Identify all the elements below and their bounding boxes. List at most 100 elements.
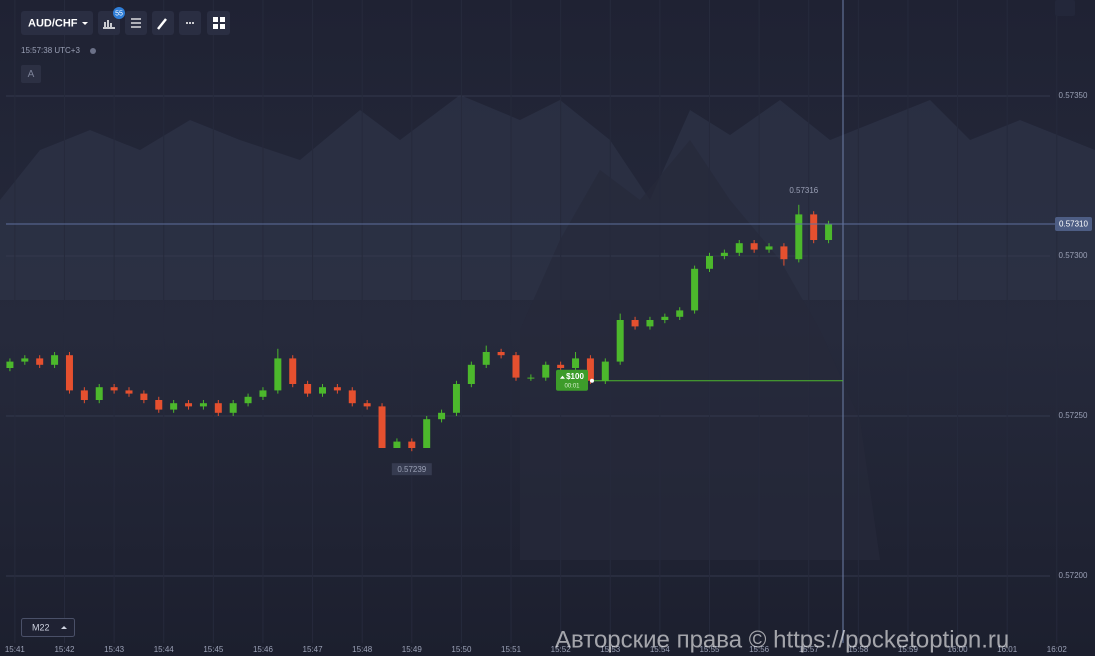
clock-settings[interactable] bbox=[90, 48, 96, 54]
candles bbox=[6, 204, 833, 452]
trade-point bbox=[590, 378, 594, 383]
candle-body bbox=[80, 390, 88, 400]
x-tick-label: 15:54 bbox=[650, 645, 671, 654]
badge-count: 55 bbox=[115, 10, 123, 17]
x-tick-label: 15:41 bbox=[5, 645, 26, 654]
icon bbox=[213, 17, 225, 29]
x-tick-label: 15:43 bbox=[104, 645, 125, 654]
candle-body bbox=[36, 358, 44, 365]
badge bbox=[113, 7, 125, 19]
dropdown-arrow bbox=[61, 626, 67, 629]
candle-body bbox=[661, 316, 669, 320]
candle-body bbox=[140, 393, 148, 400]
candle-body bbox=[497, 352, 505, 356]
candle-body bbox=[378, 406, 386, 448]
x-tick-label: 15:45 bbox=[203, 645, 224, 654]
candle-body bbox=[735, 243, 743, 253]
candle-body bbox=[333, 387, 341, 391]
candle-body bbox=[170, 403, 178, 410]
candle-body bbox=[304, 384, 312, 394]
watermark: Авторские права © https://pocketoption.r… bbox=[555, 626, 1009, 653]
layout-button[interactable] bbox=[207, 11, 230, 35]
candle-body bbox=[6, 361, 14, 368]
candle-body bbox=[527, 377, 535, 379]
icon bbox=[103, 20, 115, 29]
candle-body bbox=[601, 361, 609, 381]
candle-body bbox=[452, 384, 460, 413]
candle-body bbox=[318, 387, 326, 394]
candle-body bbox=[185, 403, 193, 407]
candle-body bbox=[21, 358, 29, 362]
x-tick-label: 15:51 bbox=[501, 645, 522, 654]
trade-box bbox=[556, 369, 588, 391]
pair: AUD/CHF bbox=[28, 17, 78, 29]
candle-body bbox=[110, 387, 118, 391]
candle-body bbox=[65, 355, 73, 391]
trade-amount: $100 bbox=[566, 372, 584, 381]
x-tick-label: 15:52 bbox=[551, 645, 572, 654]
low-label: 0.57239 bbox=[397, 465, 426, 474]
y-tick-label: 0.57300 bbox=[1059, 251, 1088, 260]
menu-button[interactable] bbox=[1055, 0, 1075, 16]
x-tick-label: 16:02 bbox=[1047, 645, 1068, 654]
candle-body bbox=[438, 412, 446, 420]
candle-body bbox=[214, 403, 222, 413]
candle-body bbox=[780, 246, 788, 260]
y-tick-label: 0.57250 bbox=[1059, 411, 1088, 420]
candle-body bbox=[155, 400, 163, 410]
x-tick-label: 15:56 bbox=[749, 645, 770, 654]
low-label-box bbox=[391, 463, 432, 476]
x-tick-label: 15:49 bbox=[402, 645, 423, 654]
candle-body bbox=[229, 403, 237, 413]
candle-body bbox=[765, 246, 773, 250]
candle-body bbox=[244, 396, 252, 404]
candle-body bbox=[795, 214, 803, 260]
candle-body bbox=[199, 403, 207, 407]
candle-body bbox=[750, 243, 758, 250]
clock: 15:57:38 UTC+3 bbox=[21, 46, 80, 55]
x-tick-label: 15:57 bbox=[799, 645, 820, 654]
indicators-button[interactable] bbox=[98, 11, 120, 35]
candle-body bbox=[274, 358, 282, 391]
candle-body bbox=[393, 441, 401, 448]
candle-body bbox=[557, 364, 565, 368]
icon bbox=[131, 18, 141, 28]
x-tick-label: 15:53 bbox=[600, 645, 621, 654]
trade-arrow bbox=[560, 375, 565, 379]
x-tick-label: 15:58 bbox=[848, 645, 869, 654]
candle-body bbox=[95, 387, 103, 400]
x-tick-label: 16:01 bbox=[997, 645, 1018, 654]
candle-body bbox=[676, 310, 684, 317]
current-price-box bbox=[1055, 217, 1092, 231]
icon bbox=[157, 18, 167, 30]
y-tick-label: 0.57350 bbox=[1059, 91, 1088, 100]
dropdown-arrow bbox=[82, 22, 88, 25]
timeframe-button[interactable] bbox=[21, 618, 75, 637]
x-tick-label: 15:48 bbox=[352, 645, 373, 654]
candle-body bbox=[825, 224, 833, 240]
candle-body bbox=[512, 355, 520, 378]
x-tick-label: 15:55 bbox=[699, 645, 720, 654]
candle-body bbox=[586, 358, 594, 381]
candle-body bbox=[810, 214, 818, 240]
overlay: 0.57310 0.57316 0.57239 $100 00:01 bbox=[6, 186, 1092, 476]
candle-body bbox=[467, 364, 475, 384]
mountains bbox=[0, 95, 1095, 300]
candle-body bbox=[616, 320, 624, 362]
candle-body bbox=[720, 252, 728, 256]
candle-body bbox=[289, 358, 297, 384]
candle-body bbox=[482, 352, 490, 365]
pair-button[interactable] bbox=[21, 11, 93, 35]
trade-timer: 00:01 bbox=[564, 383, 580, 389]
x-tick-label: 16:00 bbox=[948, 645, 969, 654]
candle-body bbox=[408, 441, 416, 448]
candle-body bbox=[691, 268, 699, 311]
y-tick-label: 0.57200 bbox=[1059, 571, 1088, 580]
candle-body bbox=[423, 419, 431, 448]
current-price-label: 0.57310 bbox=[1059, 220, 1088, 229]
x-tick-label: 15:42 bbox=[54, 645, 75, 654]
drawing-mode-button[interactable] bbox=[21, 65, 41, 83]
x-tick-label: 15:44 bbox=[154, 645, 175, 654]
